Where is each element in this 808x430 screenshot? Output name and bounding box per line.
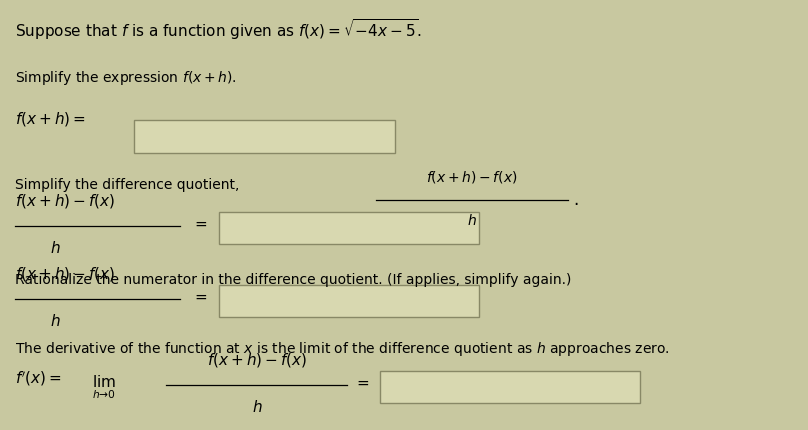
Text: $h$: $h$: [50, 313, 61, 329]
Text: $f(x + h) = $: $f(x + h) = $: [15, 110, 86, 128]
FancyBboxPatch shape: [380, 371, 641, 403]
FancyBboxPatch shape: [219, 212, 479, 244]
Text: $=$: $=$: [355, 375, 370, 390]
Text: $f(x + h) - f(x)$: $f(x + h) - f(x)$: [207, 350, 307, 369]
Text: Simplify the difference quotient,: Simplify the difference quotient,: [15, 178, 240, 193]
Text: .: .: [573, 191, 579, 209]
Text: Rationalize the numerator in the difference quotient. (If applies, simplify agai: Rationalize the numerator in the differe…: [15, 273, 572, 287]
Text: $h$: $h$: [251, 399, 263, 415]
Text: $\lim_{h \to 0}$: $\lim_{h \to 0}$: [92, 373, 116, 401]
Text: $h$: $h$: [467, 213, 477, 228]
Text: $f'(x) = $: $f'(x) = $: [15, 369, 62, 388]
Text: The derivative of the function at $x$ is the limit of the difference quotient as: The derivative of the function at $x$ is…: [15, 340, 670, 358]
Text: $f(x + h) - f(x)$: $f(x + h) - f(x)$: [15, 265, 116, 283]
Text: $f(x + h) - f(x)$: $f(x + h) - f(x)$: [15, 192, 116, 210]
Text: $f(x + h) - f(x)$: $f(x + h) - f(x)$: [426, 169, 517, 185]
Text: $=$: $=$: [191, 216, 208, 231]
Text: Simplify the expression $f(x + h)$.: Simplify the expression $f(x + h)$.: [15, 69, 237, 87]
FancyBboxPatch shape: [219, 285, 479, 317]
Text: $=$: $=$: [191, 289, 208, 304]
Text: Suppose that $f$ is a function given as $f(x) = \sqrt{-4x - 5}$.: Suppose that $f$ is a function given as …: [15, 17, 423, 42]
Text: $h$: $h$: [50, 240, 61, 256]
FancyBboxPatch shape: [134, 120, 395, 153]
